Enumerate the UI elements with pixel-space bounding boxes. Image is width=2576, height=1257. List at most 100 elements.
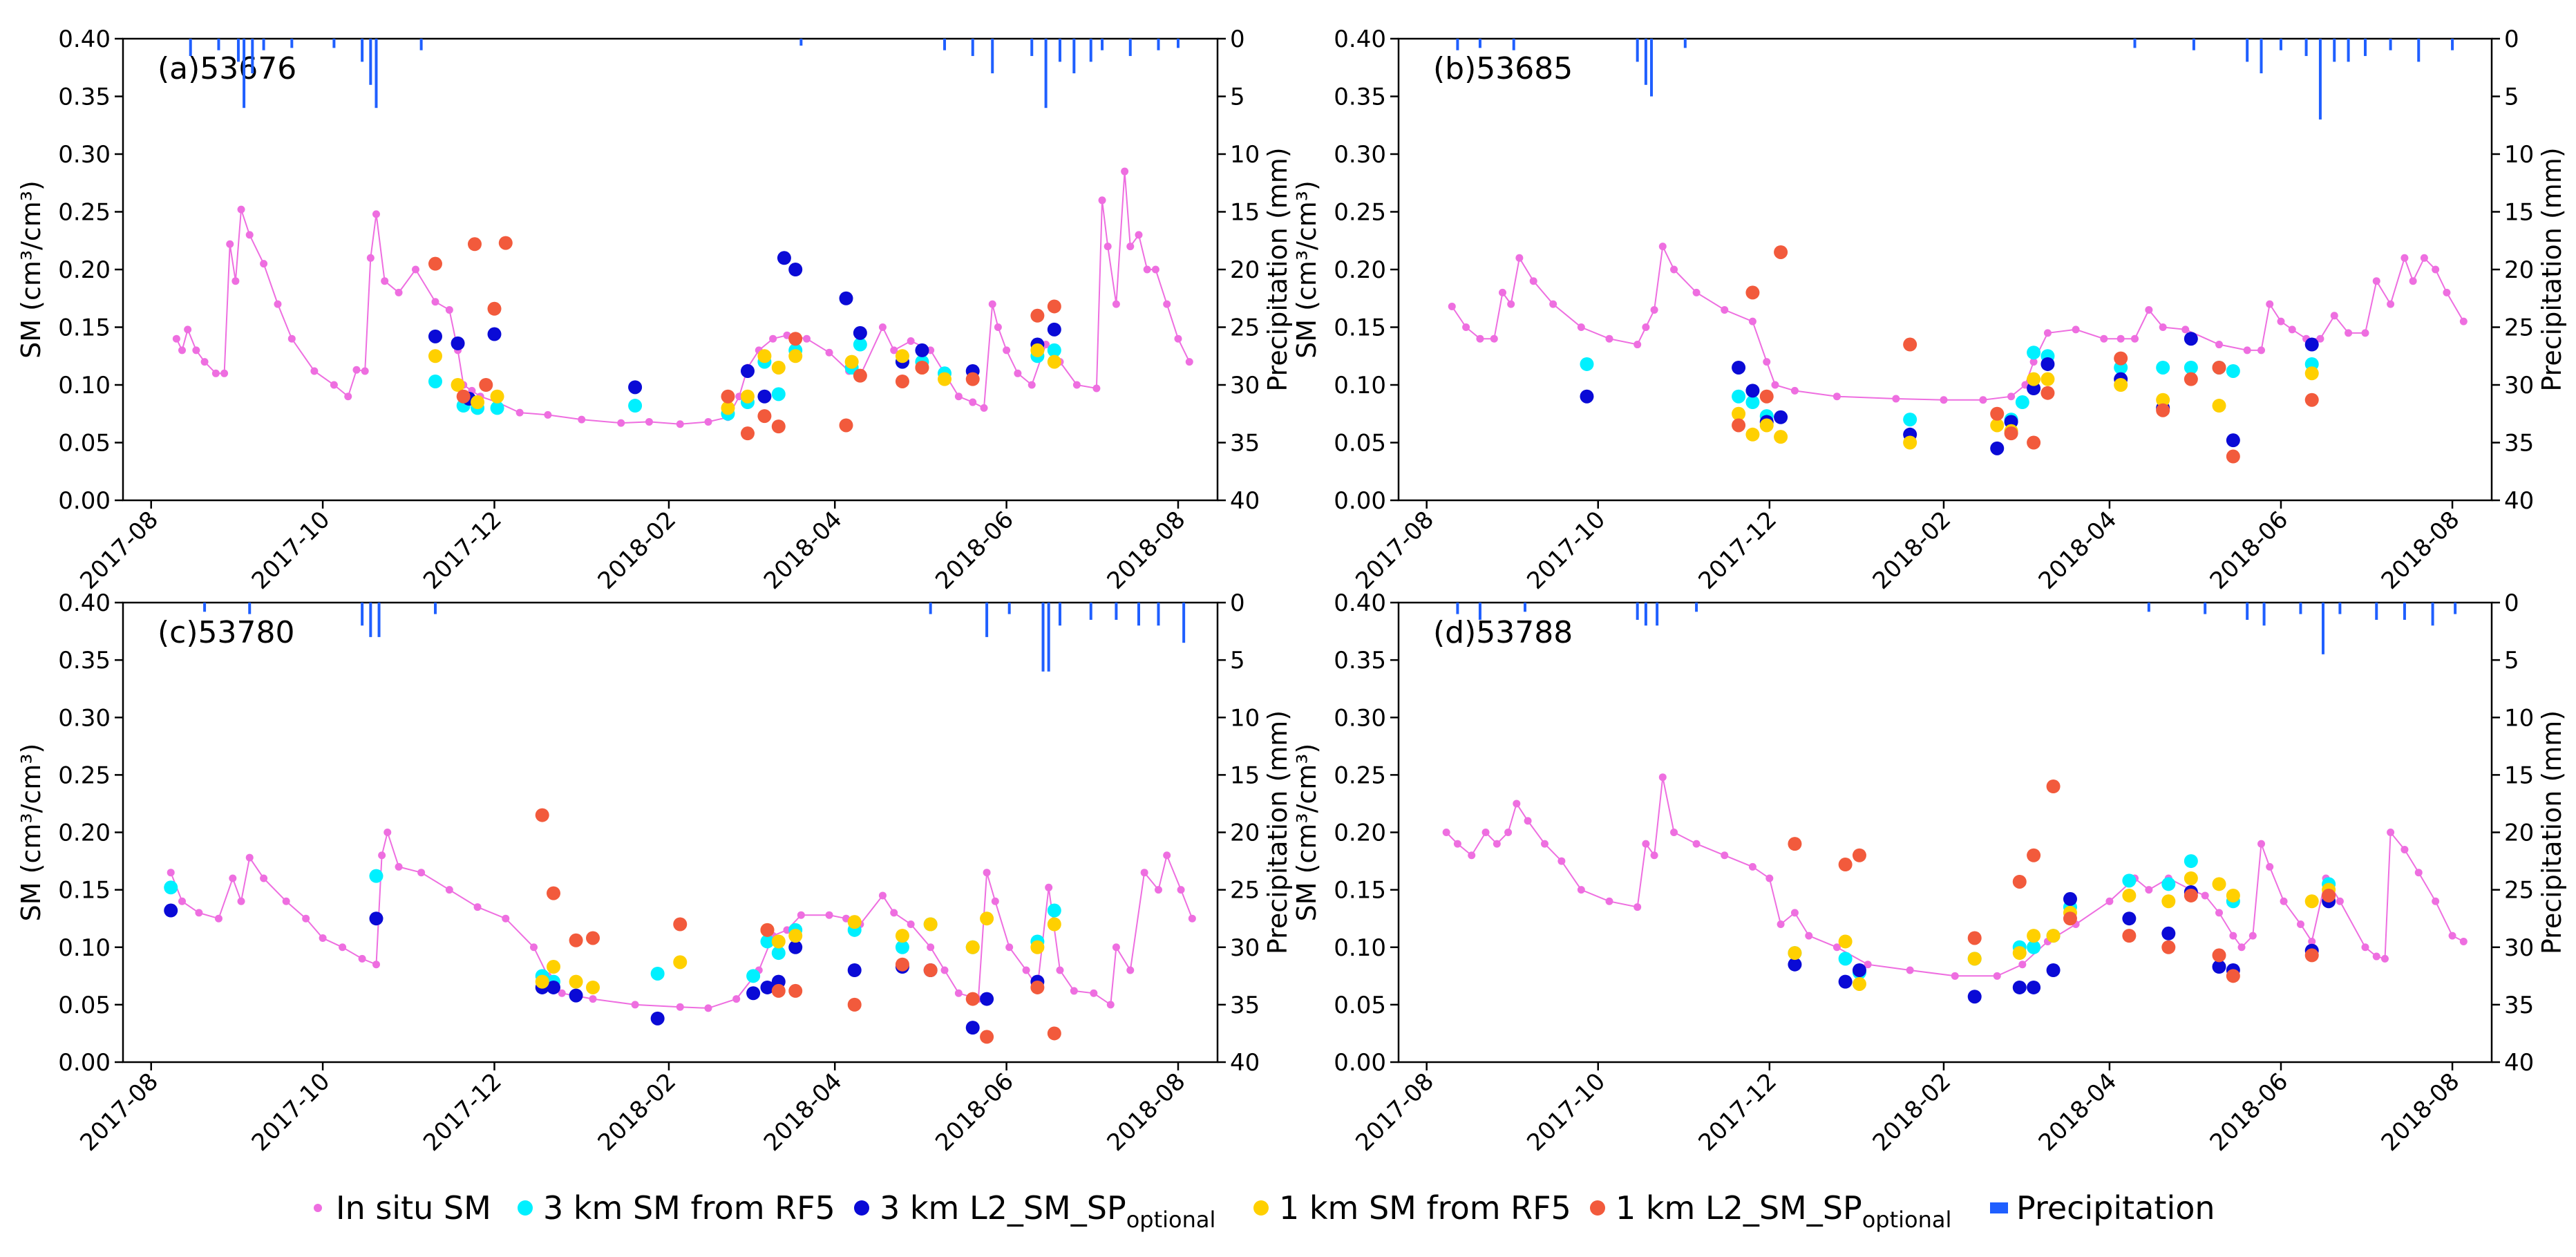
precip-bar (2333, 39, 2336, 62)
x-tick-label: 2018-04 (2034, 1068, 2123, 1157)
legend-label-main: 3 km L2_SM_SP (880, 1189, 1126, 1227)
insitu-point (395, 288, 403, 296)
y-tick-label: 0.10 (1334, 372, 1386, 399)
l2-3km-point (2212, 960, 2226, 974)
y-right-tick-label: 40 (1230, 487, 1260, 515)
rf5-1km-point (673, 955, 688, 970)
precip-bar (369, 603, 372, 637)
rf5-1km-point (788, 349, 803, 363)
rf5-3km-point (2027, 940, 2041, 954)
rf5-3km-point (1732, 389, 1746, 404)
insitu-point (2330, 312, 2338, 320)
precip-bar (361, 39, 364, 62)
rf5-1km-point (771, 360, 786, 375)
insitu-point (2288, 325, 2296, 334)
insitu-point (1940, 396, 1948, 404)
l2-3km-point (650, 1011, 665, 1026)
insitu-point (417, 869, 426, 877)
precip-bar (1044, 39, 1048, 108)
l2-1km-point (771, 419, 786, 434)
precip-bar (332, 39, 336, 48)
insitu-point (310, 367, 319, 375)
precip-bar (1007, 603, 1011, 614)
insitu-point (2145, 305, 2153, 314)
y-right-tick-label: 0 (2504, 589, 2519, 617)
y-right-tick-label: 20 (2504, 256, 2534, 284)
y-axis-title: SM (cm³/cm³) (16, 744, 46, 922)
rf5-1km-point (2012, 946, 2027, 961)
x-tick-label: 2018-04 (759, 1068, 848, 1157)
y-tick-label: 0.35 (1334, 647, 1386, 674)
insitu-point (1577, 323, 1585, 331)
insitu-point (2266, 862, 2274, 871)
insitu-point (645, 417, 653, 426)
rf5-3km-point (1903, 413, 1917, 427)
legend-label: In situ SM (336, 1189, 491, 1227)
insitu-point (381, 277, 389, 285)
insitu-point (1765, 874, 1774, 882)
precip-bar (1456, 39, 1459, 50)
legend-swatch (1590, 1200, 1605, 1216)
y-tick-label: 0.25 (58, 199, 111, 227)
insitu-point (211, 369, 220, 377)
precip-bar (217, 39, 220, 50)
insitu-point (2443, 288, 2451, 296)
insitu-point (200, 358, 209, 366)
l2-3km-point (980, 992, 994, 1006)
insitu-point (358, 954, 366, 963)
insitu-point (2266, 300, 2274, 308)
rf5-3km-point (760, 934, 775, 949)
rf5-3km-point (771, 946, 786, 961)
rf5-1km-point (1774, 430, 1788, 444)
insitu-point (1070, 987, 1078, 995)
precip-bar (2204, 603, 2207, 614)
legend-label: 1 km L2_SM_SPoptional (1616, 1189, 1951, 1233)
insitu-point (1112, 943, 1120, 952)
rf5-1km-point (490, 389, 504, 404)
rf5-3km-point (2184, 360, 2198, 375)
y-right-tick-label: 40 (2504, 1049, 2534, 1077)
precip-bar (1478, 603, 1481, 620)
precip-bar (419, 39, 423, 50)
insitu-point (287, 334, 296, 343)
insitu-point (1126, 966, 1135, 974)
insitu-point (1832, 943, 1841, 952)
l2-3km-point (1838, 974, 1853, 989)
insitu-line (170, 829, 1193, 1009)
precip-bar (1512, 39, 1515, 50)
insitu-point (1864, 961, 1872, 969)
rf5-3km-point (1580, 357, 1594, 371)
precip-bar (1128, 39, 1132, 57)
insitu-point (445, 886, 453, 894)
l2-1km-point (547, 886, 561, 900)
rf5-1km-point (2212, 877, 2226, 891)
l2-3km-point (788, 940, 803, 954)
l2-1km-point (1774, 245, 1788, 259)
insitu-point (1790, 386, 1799, 395)
insitu-point (395, 862, 403, 871)
insitu-point (1993, 972, 2001, 980)
insitu-point (769, 334, 777, 343)
insitu-point (2308, 937, 2316, 945)
precip-bar (2260, 39, 2263, 74)
insitu-point (1090, 989, 1098, 997)
y-right-tick-label: 15 (1230, 199, 1260, 227)
rf5-3km-point (1047, 343, 1061, 357)
insitu-point (988, 300, 996, 308)
y-tick-label: 0.00 (58, 487, 111, 515)
insitu-point (1056, 966, 1064, 974)
insitu-point (383, 829, 392, 836)
rf5-1km-point (847, 915, 862, 929)
y-tick-label: 0.35 (1334, 84, 1386, 111)
insitu-point (1721, 305, 1729, 314)
legend-label-sub: optional (1862, 1207, 1952, 1233)
l2-1km-point (1732, 418, 1746, 433)
insitu-point (378, 851, 386, 860)
legend-label: 3 km L2_SM_SPoptional (880, 1189, 1215, 1233)
x-tick-label: 2018-04 (2034, 506, 2123, 595)
y-right-tick-label: 25 (2504, 877, 2534, 905)
l2-3km-point (2012, 980, 2027, 994)
insitu-point (1490, 334, 1498, 343)
l2-3km-point (569, 988, 583, 1003)
legend-swatch (854, 1200, 869, 1216)
